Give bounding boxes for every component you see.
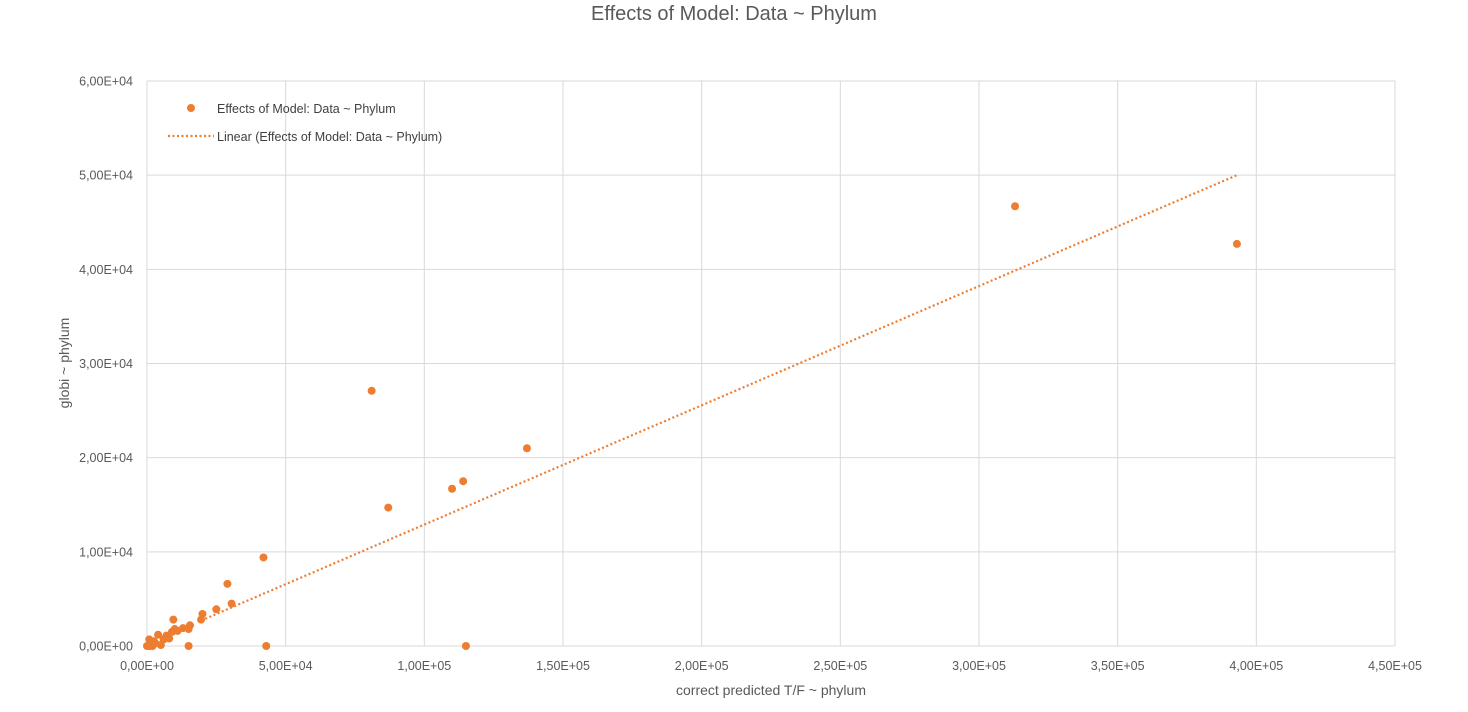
x-tick-label: 2,50E+05: [813, 659, 867, 673]
data-point: [459, 477, 468, 486]
legend-marker-scatter: [187, 104, 195, 112]
data-point: [198, 609, 207, 618]
x-tick-label: 3,00E+05: [952, 659, 1006, 673]
data-point: [154, 630, 163, 639]
y-tick-label: 1,00E+04: [79, 545, 133, 559]
y-tick-label: 0,00E+00: [79, 640, 133, 654]
data-point: [262, 642, 271, 650]
trendline: [200, 174, 1238, 622]
x-tick-label: 1,00E+05: [397, 659, 451, 673]
x-axis-tick-labels: 0,00E+00 5,00E+04 1,00E+05 1,50E+05 2,00E+05…: [120, 659, 1422, 673]
x-tick-label: 2,00E+05: [675, 659, 729, 673]
data-point: [184, 642, 193, 650]
data-point: [522, 444, 531, 453]
chart-title: Effects of Model: Data ~ Phylum: [591, 3, 877, 25]
legend-label-scatter: Effects of Model: Data ~ Phylum: [217, 102, 396, 116]
y-tick-label: 3,00E+04: [79, 357, 133, 371]
data-point: [461, 642, 470, 650]
data-point: [223, 579, 232, 588]
data-points: [143, 202, 1241, 650]
data-point: [185, 621, 194, 630]
data-point: [165, 634, 174, 643]
data-point: [367, 386, 376, 395]
legend: Effects of Model: Data ~ Phylum Linear (…: [168, 102, 442, 144]
x-tick-label: 1,50E+05: [536, 659, 590, 673]
y-tick-label: 4,00E+04: [79, 263, 133, 277]
x-tick-label: 4,50E+05: [1368, 659, 1422, 673]
trendline-layer: [200, 174, 1238, 622]
data-point: [169, 615, 178, 624]
x-tick-label: 5,00E+04: [259, 659, 313, 673]
data-point: [448, 484, 457, 493]
x-tick-label: 3,50E+05: [1091, 659, 1145, 673]
data-point: [1011, 202, 1020, 211]
x-tick-label: 0,00E+00: [120, 659, 174, 673]
legend-label-trendline: Linear (Effects of Model: Data ~ Phylum): [217, 130, 442, 144]
y-axis-tick-labels: 0,00E+00 1,00E+04 2,00E+04 3,00E+04 4,00E+04…: [79, 75, 133, 654]
y-tick-label: 6,00E+04: [79, 75, 133, 89]
y-tick-label: 5,00E+04: [79, 169, 133, 183]
data-point: [227, 599, 236, 608]
x-tick-label: 4,00E+05: [1229, 659, 1283, 673]
data-point: [212, 605, 221, 614]
grid-lines: [146, 80, 1396, 647]
data-point: [1232, 239, 1241, 248]
x-axis-title: correct predicted T/F ~ phylum: [676, 682, 866, 698]
data-point: [259, 553, 268, 562]
y-axis-title: globi ~ phylum: [56, 318, 72, 409]
data-point: [384, 503, 393, 512]
y-tick-label: 2,00E+04: [79, 451, 133, 465]
